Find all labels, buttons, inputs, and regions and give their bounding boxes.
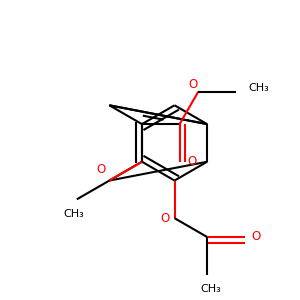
- Text: CH₃: CH₃: [248, 83, 269, 93]
- Text: CH₃: CH₃: [63, 209, 84, 219]
- Text: CH₃: CH₃: [200, 284, 221, 294]
- Text: O: O: [97, 163, 106, 176]
- Text: O: O: [251, 230, 260, 244]
- Text: O: O: [160, 212, 169, 225]
- Text: O: O: [188, 77, 198, 91]
- Text: O: O: [188, 155, 197, 168]
